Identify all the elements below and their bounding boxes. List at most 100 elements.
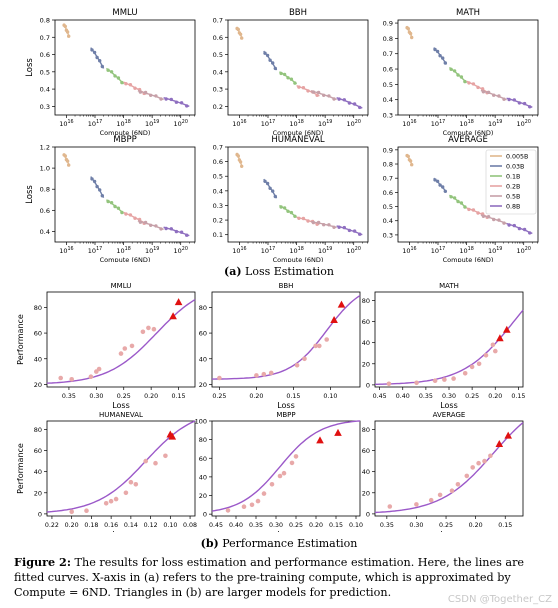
loss-plot-frame bbox=[54, 19, 196, 116]
data-point bbox=[123, 490, 129, 496]
x-tick-label: 1017 bbox=[431, 119, 445, 128]
x-tick-label: 0.25 bbox=[465, 393, 479, 400]
data-point bbox=[254, 373, 259, 378]
data-point-0-03b bbox=[268, 58, 272, 62]
x-tick-label: 0.14 bbox=[124, 522, 138, 529]
data-point-0-8b bbox=[352, 102, 357, 106]
y-tick-label: 0.8 bbox=[383, 35, 393, 43]
data-point-0-03b bbox=[435, 179, 440, 183]
data-point bbox=[294, 362, 300, 368]
x-tick-label: 0.25 bbox=[117, 393, 131, 400]
data-point-0-2b bbox=[124, 212, 128, 216]
perf-panel-bbh: BBH 20 40 60 80 0.25 0.20 0.15 0.10 Loss bbox=[199, 282, 361, 410]
data-point-0-5b bbox=[311, 90, 316, 94]
data-point-0-2b bbox=[301, 216, 306, 221]
data-point bbox=[163, 453, 168, 459]
perf-plot-frame bbox=[374, 420, 524, 517]
x-tick-label: 0.08 bbox=[183, 522, 197, 529]
data-point bbox=[103, 501, 109, 506]
data-point bbox=[493, 348, 498, 354]
y-tick-label: 0.6 bbox=[383, 189, 393, 197]
legend-label-0-1b: 0.1B bbox=[506, 174, 520, 181]
data-point-0-8b bbox=[352, 229, 357, 233]
x-tick-label: 0.40 bbox=[229, 522, 243, 529]
perf-panel-math: MATH 0 20 40 60 80 0.45 0.40 0.35 0.30 0.25 0.20 0.1… bbox=[362, 282, 526, 410]
prediction-triangle bbox=[169, 312, 177, 320]
data-point-0-005b bbox=[65, 159, 70, 163]
x-tick-label: 1018 bbox=[459, 119, 473, 128]
x-tick-label: 0.20 bbox=[309, 522, 323, 529]
data-point-0-005b bbox=[236, 154, 240, 158]
x-tick-label: 0.35 bbox=[380, 522, 394, 529]
x-tick-label: 0.35 bbox=[62, 393, 76, 400]
data-point-0-8b bbox=[164, 226, 168, 231]
data-point-0-8b bbox=[169, 97, 173, 102]
x-tick-label: 1019 bbox=[145, 119, 159, 128]
data-point-0-2b bbox=[476, 85, 480, 90]
perf-panel-title: MBPP bbox=[276, 411, 295, 419]
y-tick-label: 60 bbox=[199, 455, 207, 463]
loss-legend: 0.005B 0.03B 0.1B 0.2B 0.5B 0.8B bbox=[485, 149, 537, 215]
x-tick-label: 0.15 bbox=[329, 522, 343, 529]
data-point-0-03b bbox=[273, 66, 277, 71]
data-point-0-03b bbox=[95, 184, 99, 189]
y-tick-label: 0.2 bbox=[213, 103, 223, 111]
data-point-0-2b bbox=[467, 81, 471, 85]
data-point bbox=[281, 470, 287, 476]
x-axis-label: Loss bbox=[112, 530, 130, 532]
y-tick-label: 20 bbox=[362, 489, 370, 497]
data-point-0-8b bbox=[342, 98, 346, 102]
data-point-0-1b bbox=[106, 199, 110, 204]
data-point bbox=[387, 504, 393, 509]
data-point bbox=[96, 366, 102, 372]
data-point-0-5b bbox=[149, 223, 153, 227]
y-tick-label: 40 bbox=[362, 339, 370, 347]
data-point-0-005b bbox=[408, 159, 413, 163]
data-point bbox=[293, 454, 299, 459]
data-point-0-005b bbox=[408, 31, 413, 36]
y-tick-label: 0 bbox=[38, 510, 42, 518]
y-tick-label: 0.6 bbox=[213, 34, 223, 42]
data-point-0-03b bbox=[438, 54, 442, 58]
data-point-0-03b bbox=[92, 50, 97, 55]
y-tick-label: 0.1 bbox=[213, 231, 223, 239]
data-point-0-03b bbox=[100, 194, 105, 198]
loss-estimation-figure: MMLU 0.3 0.4 0.5 0.6 0.7 0.8 1016 1017 1018 1019 10… bbox=[25, 8, 539, 262]
data-point-0-2b bbox=[306, 219, 310, 223]
data-point-0-1b bbox=[286, 209, 290, 213]
data-point-0-03b bbox=[263, 51, 267, 55]
data-point-0-5b bbox=[138, 90, 143, 94]
x-tick-label: 1019 bbox=[145, 246, 159, 255]
caption-label: Figure 2: bbox=[14, 555, 71, 569]
data-point bbox=[317, 343, 322, 349]
data-point bbox=[464, 473, 470, 479]
data-point-0-005b bbox=[236, 27, 240, 32]
y-tick-label: 1.2 bbox=[40, 144, 50, 152]
loss-panel-humaneval: HUMANEVAL 0.1 0.2 0.3 0.4 0.5 0.6 0.7 1016 1017 10… bbox=[213, 135, 369, 262]
y-tick-label: 20 bbox=[199, 492, 207, 500]
data-point-0-2b bbox=[137, 217, 142, 222]
data-point-0-03b bbox=[92, 179, 97, 184]
perf-panel-title: MMLU bbox=[111, 282, 132, 290]
data-point-0-2b bbox=[297, 85, 301, 89]
data-point bbox=[324, 337, 330, 342]
data-point-0-03b bbox=[268, 186, 272, 190]
data-point-0-2b bbox=[306, 89, 310, 93]
y-tick-label: 40 bbox=[362, 468, 370, 476]
data-point-0-5b bbox=[332, 97, 336, 101]
data-point-0-2b bbox=[297, 216, 301, 220]
y-tick-label: 0.7 bbox=[40, 34, 50, 42]
fit-curve bbox=[212, 295, 361, 380]
data-point-0-005b bbox=[240, 36, 244, 40]
data-point-0-5b bbox=[159, 227, 163, 231]
data-point-0-2b bbox=[128, 83, 133, 87]
data-point-0-1b bbox=[120, 80, 124, 85]
x-tick-label: 0.10 bbox=[349, 522, 363, 529]
data-point-0-005b bbox=[406, 27, 410, 31]
x-tick-label: 0.10 bbox=[163, 522, 177, 529]
loss-estimation-sublabel: (a) Loss Estimation bbox=[223, 265, 334, 278]
y-tick-label: 1.0 bbox=[40, 165, 50, 173]
figure-caption: Figure 2: The results for loss estimatio… bbox=[14, 555, 544, 600]
x-tick-label: 0.30 bbox=[269, 522, 283, 529]
